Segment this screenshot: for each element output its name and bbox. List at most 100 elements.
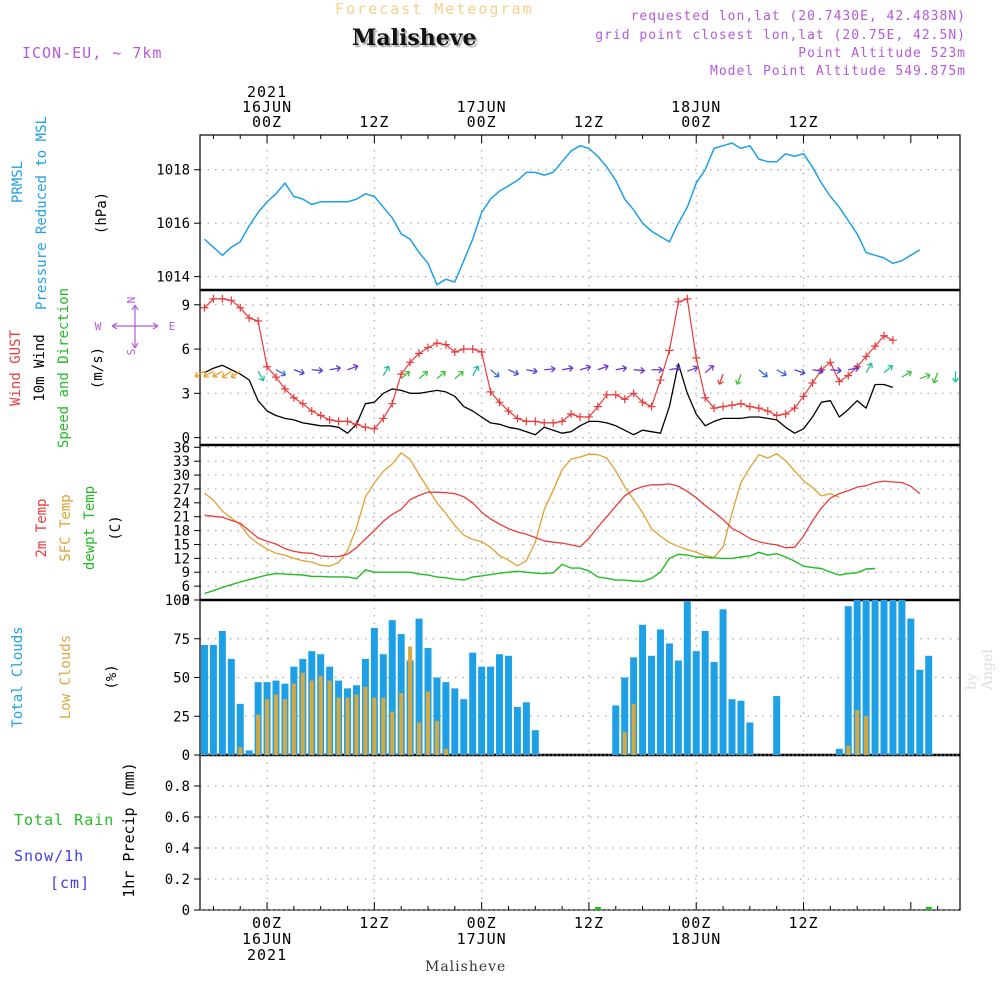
total-cloud-bar [531,730,539,755]
low-cloud-bar [381,697,386,755]
wind-gust-marker [576,412,584,421]
wind-direction-arrow [329,364,341,372]
wind-direction-arrow [919,372,931,380]
time-label-top: 00Z [467,113,497,131]
low-cloud-bar [408,646,413,755]
y-tick-label: 21 [173,510,190,526]
wind-gust-marker [254,317,263,325]
total-cloud-bar [648,655,656,755]
low-cloud-bar [434,720,439,755]
wind-direction-arrow [931,372,939,384]
wind-direction-arrow [400,370,411,380]
low-cloud-bar [390,711,395,755]
wind-gust-marker [432,339,441,348]
wind-gust-marker [236,303,245,312]
y-tick-label: 0.8 [165,779,190,795]
wind-direction-arrow [758,369,768,378]
total-cloud-bar [925,655,933,755]
total-cloud-bar [451,688,459,755]
wind-gust-marker [468,345,477,354]
total-cloud-bar [746,722,754,755]
total-cloud-bar [862,600,870,755]
total-cloud-bar [496,654,504,755]
total-cloud-bar [835,748,843,755]
ylabel-ms: (m/s) [90,347,106,389]
ylabel-hpa: (hPa) [94,192,110,234]
total-cloud-bar [612,705,620,755]
temp-2m-series-line [204,480,921,558]
wind-gust-marker [745,402,754,411]
y-tick-label: 1016 [156,216,190,232]
wind-gust-marker [388,399,397,408]
total-cloud-bar [853,600,861,755]
wind-direction-arrow [848,364,860,372]
wind-gust-marker [862,352,871,361]
wind-gust-marker [289,393,298,402]
total-cloud-bar [898,600,906,755]
wind-gust-marker [781,410,790,418]
total-cloud-bar [487,666,495,755]
wind-gust-marker [486,387,495,396]
wind-gust-marker [504,407,513,416]
wind-gust-marker [593,402,602,411]
wind-gust-marker [790,404,799,413]
y-tick-label: 9 [182,298,190,314]
wind-gust-marker [263,362,272,371]
rain-bar [594,907,601,910]
panel-frame [199,134,961,291]
low-cloud-bar [443,748,448,755]
total-cloud-bar [245,750,253,755]
wind-gust-marker [844,371,853,380]
ylabel-10m-wind: 10m Wind [32,334,48,401]
wind-direction-arrow [687,365,699,372]
low-cloud-bar [318,675,323,755]
wind-gust-marker [665,346,674,355]
wind-gust-marker [361,423,370,432]
time-label-bottom: 00Z [467,914,497,932]
wind-direction-arrow [579,364,592,372]
time-label-bottom: 16JUN [242,930,292,948]
wind-direction-arrow [794,368,806,376]
wind-direction-arrow [311,366,324,374]
wind-gust-marker [325,415,334,424]
total-cloud-bar [209,644,217,755]
total-cloud-bar [442,682,450,755]
time-label-bottom: 00Z [252,914,282,932]
time-label-top: 2021 [247,83,287,101]
low-cloud-bar [354,694,359,755]
wind-gust-marker [272,373,280,382]
wind-direction-arrow [508,369,520,377]
ylabel-prmsl: PRMSL [10,161,26,203]
time-label-bottom: 12Z [359,914,389,932]
wind-direction-arrow [633,366,646,374]
wind-direction-arrow [717,373,724,386]
time-label-bottom: 12Z [574,914,604,932]
y-tick-label: 36 [173,440,190,456]
low-cloud-bar [372,697,377,755]
time-label-top: 00Z [252,113,282,131]
y-tick-label: 25 [173,709,190,725]
low-cloud-bar [309,680,314,755]
wind-direction-arrow [203,370,214,378]
wind-gust-marker [629,389,638,398]
wind-gust-marker [424,343,432,352]
gridpoint-coordinates: grid point closest lon,lat (20.75E, 42.5… [595,28,966,43]
low-cloud-bar [265,699,270,755]
total-cloud-bar [522,702,530,755]
wind-gust-marker [736,399,745,408]
wind-direction-arrow [490,369,500,378]
y-tick-label: 0 [182,431,190,447]
wind-gust-marker [227,296,236,305]
low-cloud-bar [855,710,860,755]
wind-gust-marker [620,395,629,404]
low-cloud-bar [345,697,350,755]
wind-gust-marker [647,402,656,411]
wind-gust-marker [298,399,307,408]
wind-gust-marker [343,417,352,426]
total-cloud-bar [674,660,682,755]
ylabel-celsius: (C) [108,515,124,540]
y-tick-label: 0 [182,903,190,919]
y-tick-label: 15 [173,537,190,553]
compass-arrow-vertical [131,304,139,349]
